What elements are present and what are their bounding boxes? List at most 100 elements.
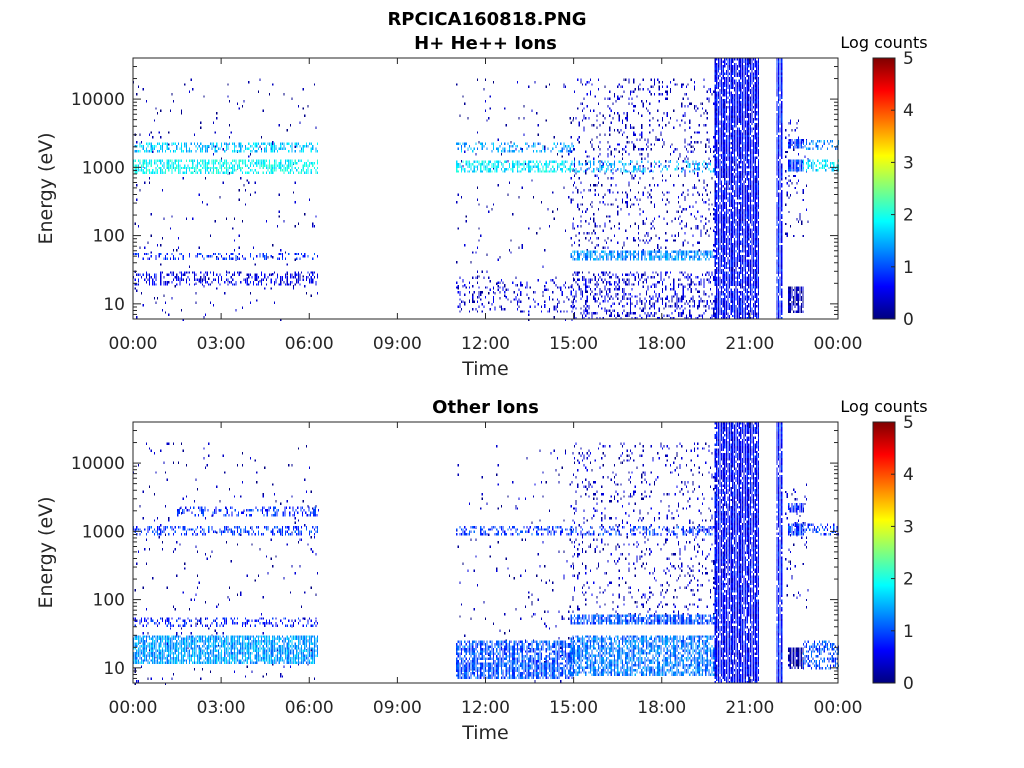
count-cell [168, 313, 170, 317]
count-cell [568, 149, 570, 153]
count-cell [142, 159, 144, 162]
count-cell [313, 83, 315, 86]
count-cell [717, 250, 719, 253]
count-cell [573, 314, 576, 317]
count-cell [607, 300, 609, 303]
count-cell [176, 147, 178, 150]
count-cell [719, 108, 721, 111]
count-cell [693, 184, 696, 187]
count-cell [285, 257, 287, 260]
count-cell [714, 226, 716, 229]
count-cell [631, 174, 633, 177]
count-cell [722, 151, 724, 154]
count-cell [665, 97, 667, 101]
count-cell [225, 147, 227, 150]
count-cell [520, 310, 522, 313]
count-cell [221, 278, 223, 281]
count-cell [735, 180, 737, 183]
count-cell [521, 149, 523, 153]
count-cell [615, 285, 617, 289]
count-cell [714, 173, 716, 176]
count-cell [515, 145, 517, 148]
count-cell [296, 142, 298, 146]
count-cell [717, 84, 719, 87]
count-cell [735, 283, 737, 286]
count-cell [714, 305, 716, 308]
count-cell [245, 257, 247, 260]
count-cell [518, 116, 520, 120]
count-cell [257, 162, 259, 165]
count-cell [653, 205, 656, 209]
count-cell [155, 278, 157, 281]
count-cell [724, 62, 726, 66]
count-cell [604, 239, 606, 242]
count-cell [165, 171, 167, 174]
count-cell [560, 142, 562, 146]
count-cell [221, 157, 223, 161]
count-cell [655, 300, 657, 303]
count-cell [650, 297, 652, 301]
count-cell [721, 113, 723, 116]
count-cell [457, 193, 459, 197]
count-cell [604, 295, 606, 298]
count-cell [737, 72, 739, 75]
count-cell [737, 180, 739, 183]
count-cell [513, 163, 515, 166]
count-cell [725, 209, 727, 212]
count-cell [658, 307, 660, 310]
count-cell [713, 314, 715, 317]
count-cell [629, 160, 632, 164]
count-cell [539, 167, 541, 171]
count-cell [629, 188, 632, 192]
count-cell [476, 198, 479, 201]
count-cell [219, 252, 221, 256]
count-cell [537, 167, 539, 171]
count-cell [628, 314, 630, 317]
count-cell [735, 288, 737, 291]
count-cell [625, 283, 627, 286]
count-cell [727, 226, 729, 229]
count-cell [613, 314, 616, 317]
count-cell [294, 166, 296, 170]
count-cell [719, 245, 721, 248]
count-cell [737, 110, 739, 114]
count-cell [733, 130, 735, 133]
count-cell [203, 162, 205, 165]
count-cell [661, 283, 664, 286]
count-cell [299, 149, 301, 153]
count-cell [529, 286, 531, 289]
count-cell [668, 121, 670, 125]
count-cell [711, 253, 713, 256]
count-cell [658, 215, 660, 218]
count-cell [526, 165, 528, 168]
count-cell [597, 283, 600, 286]
count-cell [176, 164, 178, 167]
count-cell [733, 288, 735, 291]
count-cell [671, 297, 673, 301]
count-cell [652, 128, 654, 132]
count-cell [721, 156, 723, 159]
count-cell [722, 127, 724, 130]
count-cell [633, 143, 635, 146]
count-cell [502, 286, 504, 289]
count-cell [580, 297, 582, 301]
count-cell [722, 269, 724, 272]
count-cell [256, 273, 258, 277]
count-cell [735, 269, 737, 272]
count-cell [730, 175, 732, 178]
count-cell [721, 199, 723, 202]
count-cell [618, 314, 620, 317]
count-cell [195, 166, 197, 170]
count-cell [714, 127, 716, 130]
count-cell [703, 285, 705, 289]
count-cell [593, 170, 595, 173]
count-cell [730, 137, 732, 140]
count-cell [709, 250, 712, 254]
count-cell [721, 154, 723, 157]
count-cell [735, 163, 737, 166]
count-cell [261, 148, 263, 151]
count-cell [724, 298, 726, 301]
count-cell [302, 107, 304, 110]
count-cell [233, 169, 235, 172]
count-cell [660, 257, 662, 261]
